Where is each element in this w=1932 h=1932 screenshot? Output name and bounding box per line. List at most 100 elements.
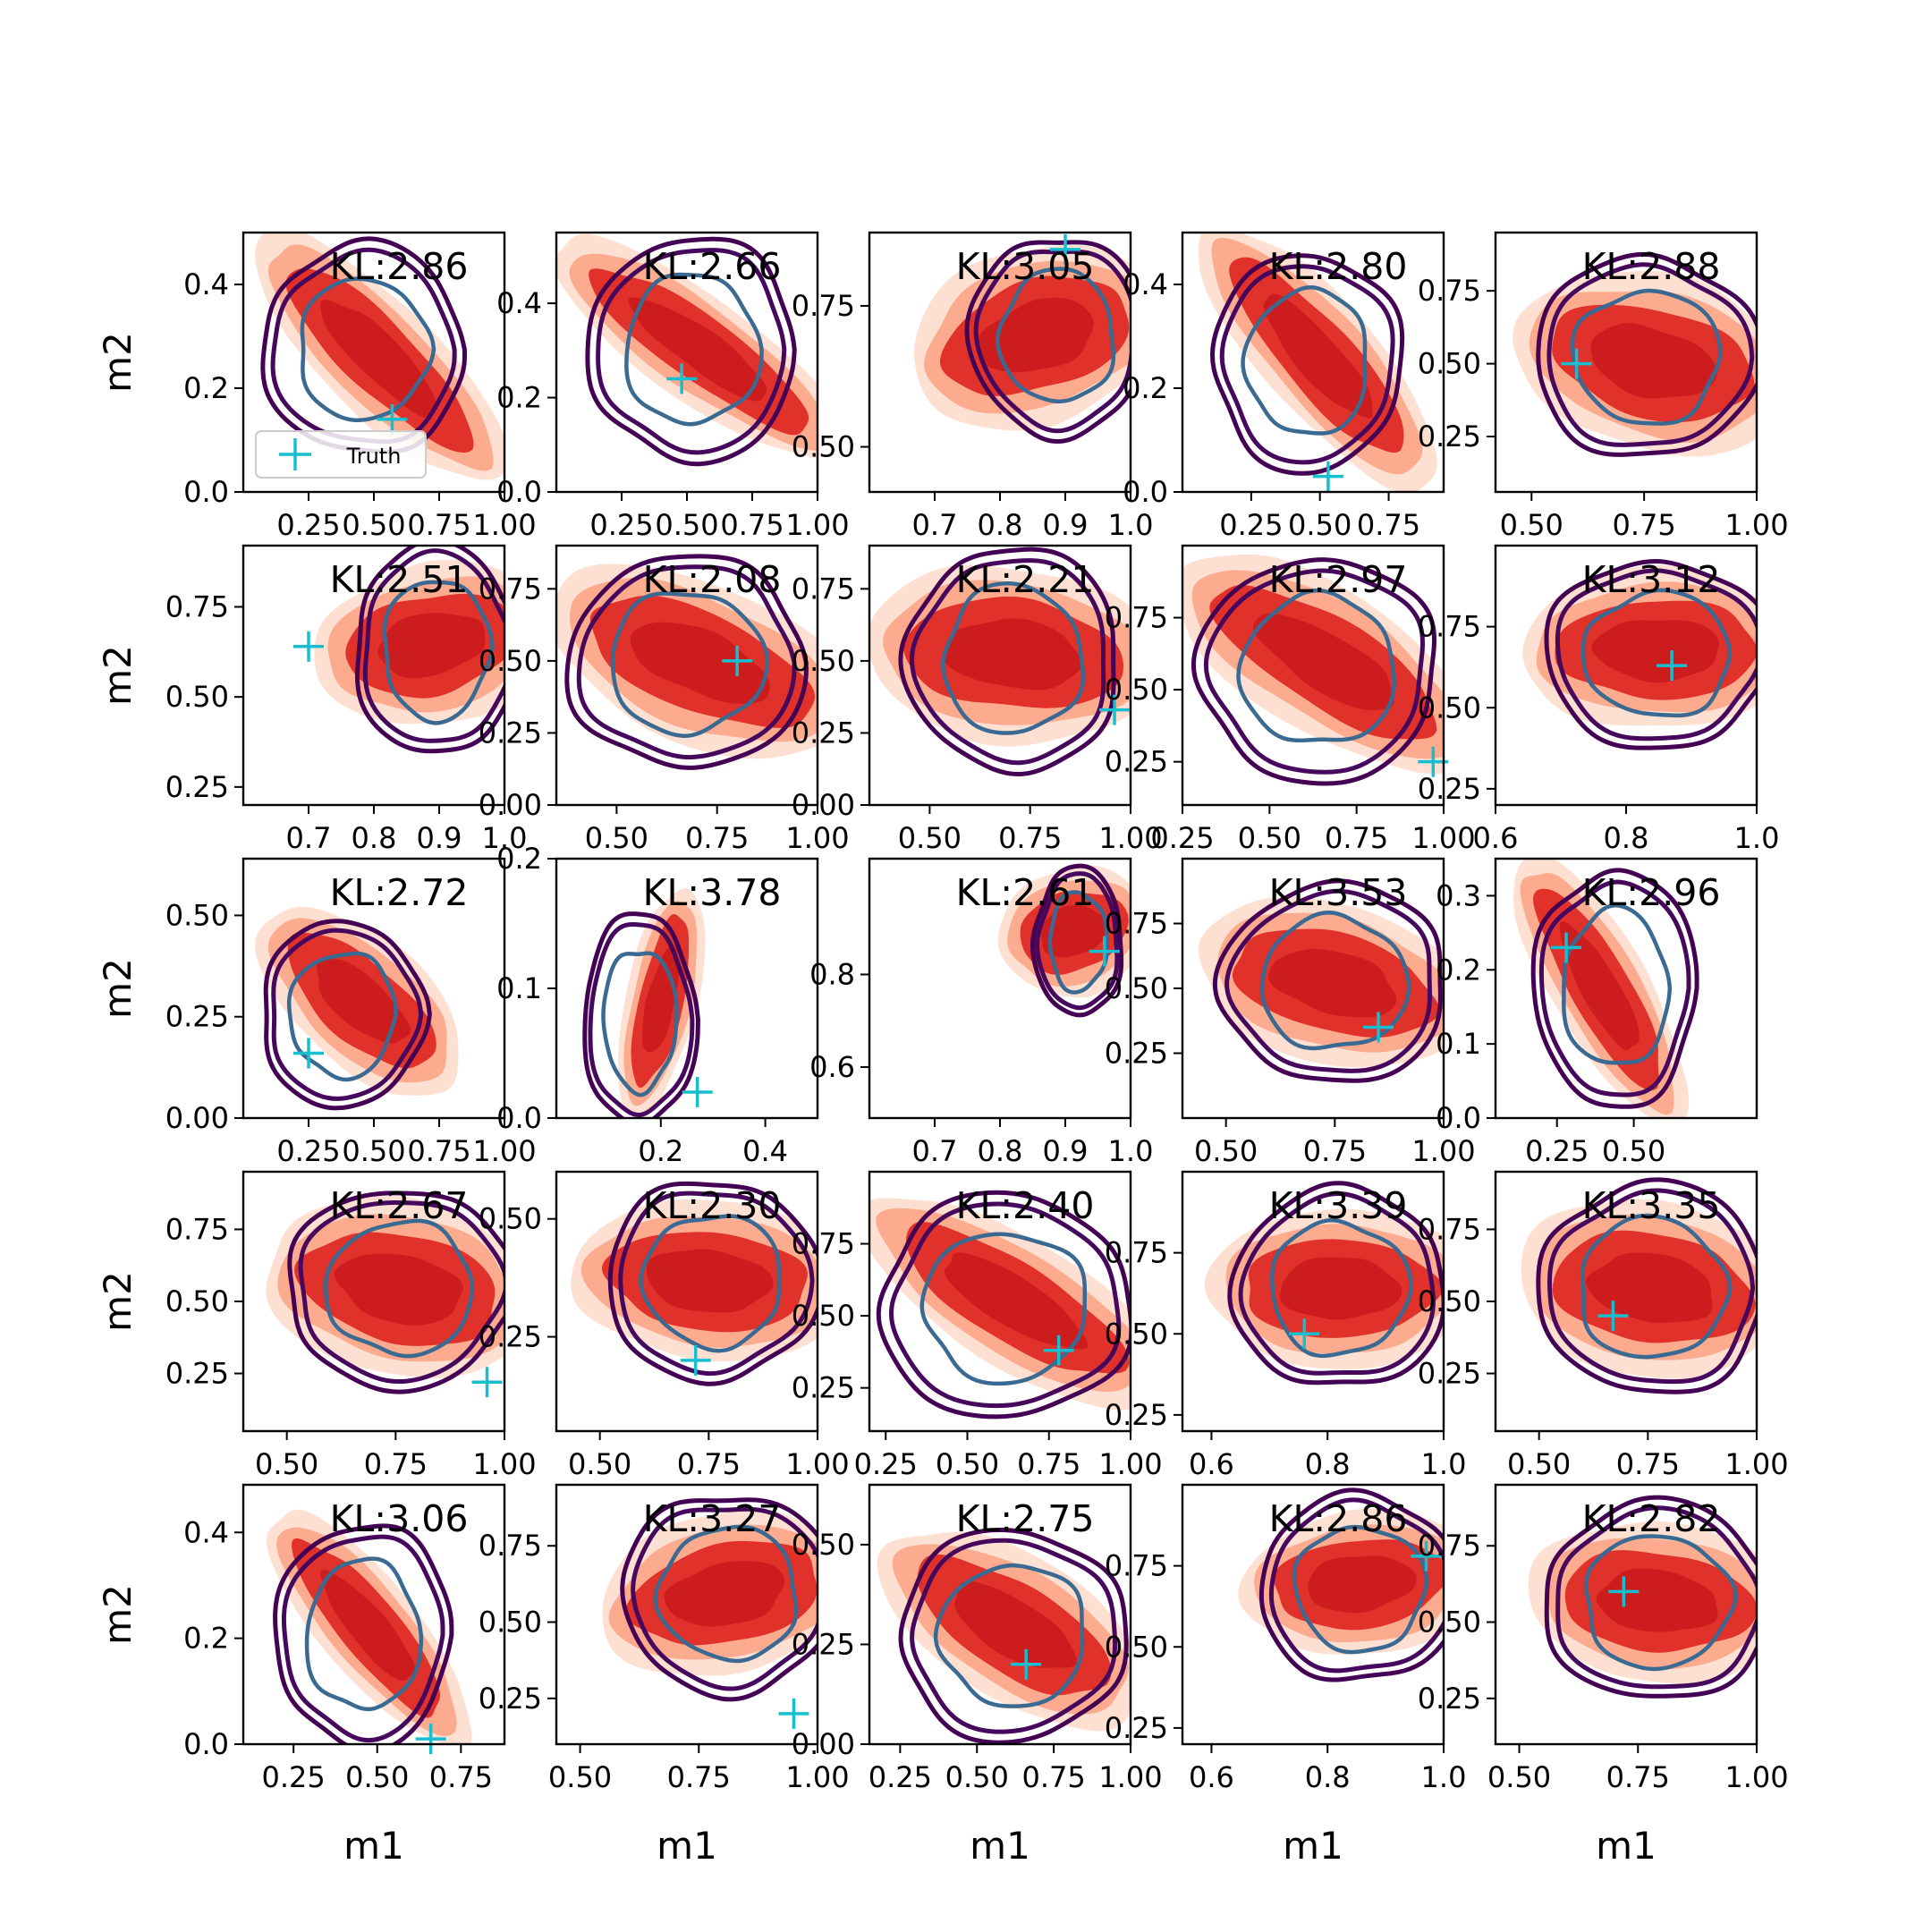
x-tick-label: 0.25 xyxy=(589,508,653,542)
subplot-21: KL:3.06 0.25 0.50 0.75 0.0 0.2 0.4 m2 m1 xyxy=(96,1483,506,1868)
x-tick-label: 0.75 xyxy=(1606,1760,1670,1794)
y-tick-label: 0.75 xyxy=(1105,1236,1168,1270)
y-tick-label: 0.25 xyxy=(1105,745,1168,779)
contour-inner xyxy=(1570,288,1723,426)
y-tick-label: 0.2 xyxy=(496,381,542,415)
kl-label: KL:2.96 xyxy=(1582,871,1721,914)
y-axis-label: m2 xyxy=(96,332,140,393)
density-fill-core xyxy=(1585,1252,1713,1323)
x-tick-label: 0.50 xyxy=(548,1760,612,1794)
contour-inner xyxy=(996,267,1116,404)
contour-inner xyxy=(1580,1213,1733,1360)
x-tick-label: 0.25 xyxy=(276,508,340,542)
kl-label: KL:2.75 xyxy=(956,1497,1095,1540)
axes-frame xyxy=(555,1483,819,1746)
x-axis-label: m1 xyxy=(1283,1824,1343,1868)
contour-middle xyxy=(1203,568,1425,775)
x-tick-label: 0.25 xyxy=(262,1760,326,1794)
truth-marker xyxy=(1289,1318,1320,1350)
x-tick-label: 0.50 xyxy=(255,1447,318,1481)
contour-middle xyxy=(1546,1188,1756,1385)
contour-outer xyxy=(898,1527,1129,1744)
y-tick-label: 0.50 xyxy=(1105,1317,1168,1351)
density-fill-core xyxy=(1253,613,1394,711)
subplot-20: KL:3.35 0.50 0.75 1.00 0.25 0.50 0.75 xyxy=(1418,1170,1789,1481)
kl-label: KL:2.80 xyxy=(1269,245,1408,288)
x-tick-label: 0.75 xyxy=(407,508,470,542)
y-tick-label: 0.2 xyxy=(183,1622,229,1656)
contour-inner xyxy=(300,276,436,423)
truth-marker xyxy=(1363,1012,1394,1043)
truth-marker xyxy=(1011,1648,1042,1680)
y-tick-label: 0.50 xyxy=(1418,691,1481,724)
plot-area xyxy=(869,547,1131,777)
density-fill-core xyxy=(1591,620,1719,683)
contour-outer xyxy=(1191,557,1436,786)
density-fill-core xyxy=(954,1580,1078,1668)
x-tick-label: 0.9 xyxy=(417,821,462,855)
x-tick-label: 0.75 xyxy=(407,1134,470,1168)
y-tick-label: 0.25 xyxy=(1105,1711,1168,1745)
y-tick-label: 0.50 xyxy=(165,898,229,932)
contour-middle xyxy=(1555,1505,1757,1690)
y-tick-label: 0.25 xyxy=(792,1627,855,1661)
contour-middle xyxy=(1546,262,1755,447)
contour-middle xyxy=(362,548,504,743)
density-fill-core xyxy=(944,1252,1089,1350)
density-fill-core xyxy=(630,622,770,704)
contour-middle xyxy=(973,249,1131,434)
truth-marker xyxy=(1312,461,1343,492)
x-tick-label: 0.50 xyxy=(1238,821,1301,855)
x-tick-label: 1.00 xyxy=(1098,1447,1162,1481)
y-tick-label: 0.1 xyxy=(496,971,542,1005)
y-tick-label: 0.50 xyxy=(479,1606,542,1640)
contour-inner xyxy=(933,1563,1085,1708)
kl-label: KL:2.86 xyxy=(1269,1497,1408,1540)
plot-area xyxy=(869,1190,1131,1419)
x-tick-label: 0.8 xyxy=(978,1134,1023,1168)
kl-label: KL:2.97 xyxy=(1269,558,1408,601)
x-tick-label: 0.25 xyxy=(1525,1134,1589,1168)
x-axis-label: m1 xyxy=(657,1824,717,1868)
x-tick-label: 0.50 xyxy=(936,1447,999,1481)
contour-outer xyxy=(564,554,809,770)
density-fill-core xyxy=(334,1253,463,1326)
axes-frame xyxy=(868,544,1132,807)
x-tick-label: 0.25 xyxy=(854,1447,918,1481)
y-tick-label: 0.2 xyxy=(183,371,229,405)
subplot-18: KL:2.40 0.25 0.50 0.75 1.00 0.25 0.50 0.75 xyxy=(792,1170,1163,1481)
kl-label: KL:2.21 xyxy=(956,558,1095,601)
kl-label: KL:2.40 xyxy=(956,1184,1095,1227)
plot-area xyxy=(556,554,818,770)
contour-middle xyxy=(576,564,797,760)
y-tick-label: 0.00 xyxy=(792,788,855,822)
y-tick-label: 0.0 xyxy=(1123,475,1168,509)
kl-label: KL:2.61 xyxy=(956,871,1095,914)
contour-middle xyxy=(588,922,695,1117)
x-tick-label: 0.75 xyxy=(1325,821,1388,855)
contour-inner xyxy=(1270,1217,1413,1359)
y-tick-label: 0.50 xyxy=(165,680,229,714)
density-fill-core xyxy=(1308,1555,1417,1614)
y-axis-label: m2 xyxy=(96,1271,140,1332)
subplot-15: KL:2.96 0.25 0.50 0.0 0.1 0.2 0.3 xyxy=(1436,857,1758,1168)
x-tick-label: 0.6 xyxy=(1189,1447,1234,1481)
contour-middle xyxy=(888,1201,1122,1409)
subplot-5: KL:2.88 0.50 0.75 1.00 0.25 0.50 0.75 xyxy=(1418,231,1789,542)
plot-area xyxy=(602,1497,818,1702)
contour-inner xyxy=(286,951,398,1082)
density-fill-core xyxy=(320,1570,416,1682)
x-tick-label: 0.9 xyxy=(1043,508,1089,542)
x-tick-label: 1.00 xyxy=(1098,821,1162,855)
density-fill-core xyxy=(377,613,486,679)
x-tick-label: 0.25 xyxy=(1150,821,1214,855)
x-tick-label: 0.50 xyxy=(1194,1134,1258,1168)
contour-middle xyxy=(1238,1191,1436,1376)
subplot-10: KL:3.12 0.6 0.8 1.0 0.25 0.50 0.75 xyxy=(1418,544,1779,855)
x-tick-label: 0.50 xyxy=(1602,1134,1665,1168)
contour-outer xyxy=(354,546,504,754)
contour-outer xyxy=(620,1497,818,1702)
plot-area xyxy=(1198,878,1444,1083)
x-tick-label: 1.00 xyxy=(785,508,849,542)
